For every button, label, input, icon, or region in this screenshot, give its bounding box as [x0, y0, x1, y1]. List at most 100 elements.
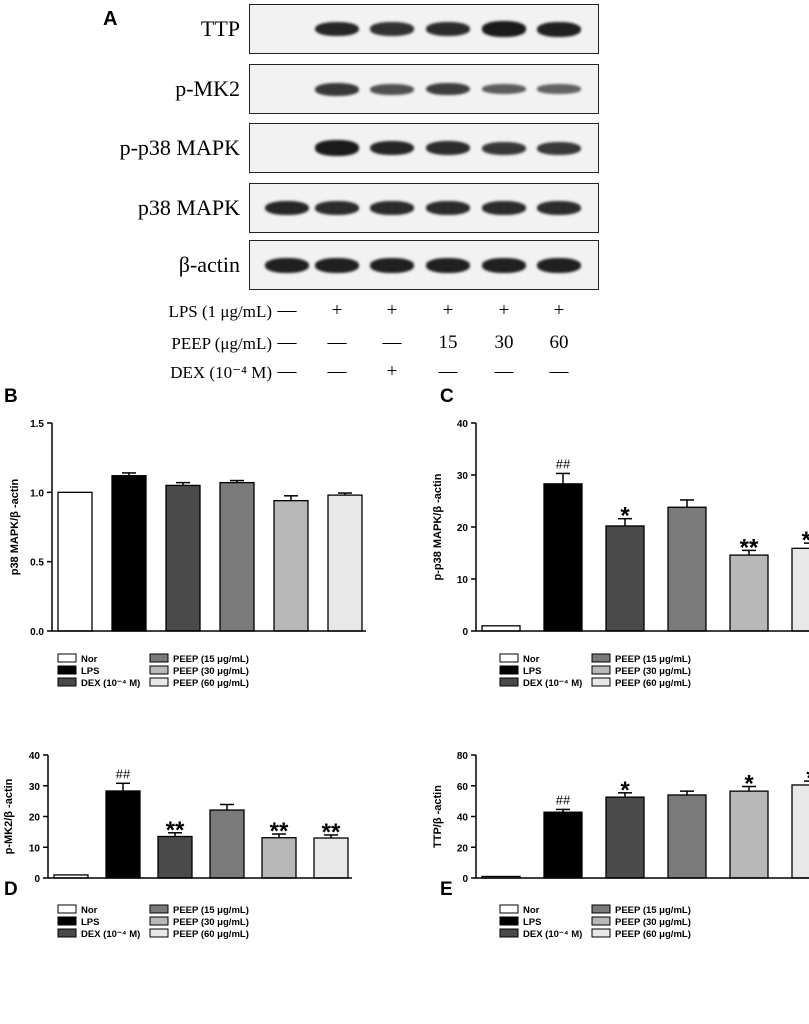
legend-swatch [591, 928, 611, 938]
blot-label: p38 MAPK [137, 195, 240, 220]
blot-band [537, 257, 581, 273]
legend-label: DEX (10⁻⁴ M) [81, 678, 140, 689]
legend-swatch [591, 677, 611, 687]
blot-band [482, 201, 526, 215]
legend-label: DEX (10⁻⁴ M) [81, 929, 140, 940]
y-axis-label: p38 MAPK/β -actin [9, 478, 21, 575]
y-axis-label: p-p38 MAPK/β -actin [432, 473, 444, 580]
y-tick-label: 80 [457, 751, 469, 762]
legend-label: PEEP (60 μg/mL) [173, 678, 249, 689]
bar [667, 794, 707, 879]
panel-a-letter: A [103, 8, 118, 30]
y-tick-label: 1.0 [30, 488, 44, 499]
legend-swatch [57, 916, 77, 926]
blot-band [426, 201, 470, 215]
treatment-value: — [494, 361, 514, 382]
panel-letter: D [4, 879, 18, 900]
bar [605, 525, 645, 632]
blot-band [315, 21, 359, 37]
significance-annotation: * [620, 777, 630, 804]
bar [729, 790, 769, 879]
blot-band [370, 140, 414, 156]
bar [57, 491, 93, 632]
y-tick-label: 0 [462, 874, 468, 885]
y-tick-label: 20 [457, 843, 469, 854]
panel-letter: C [440, 386, 454, 407]
legend-label: PEEP (60 μg/mL) [615, 678, 691, 689]
y-tick-label: 10 [457, 575, 469, 586]
bar [667, 506, 707, 632]
legend-swatch [591, 904, 611, 914]
legend-swatch [499, 665, 519, 675]
bar [791, 547, 809, 632]
bar [543, 811, 583, 879]
legend-label: PEEP (60 μg/mL) [173, 929, 249, 940]
y-tick-label: 0.5 [30, 558, 44, 569]
blot-band [482, 84, 526, 94]
significance-annotation: ## [116, 766, 131, 781]
legend-label: Nor [523, 905, 540, 916]
legend-label: PEEP (30 μg/mL) [173, 666, 249, 677]
significance-annotation: * [744, 771, 754, 798]
y-axis-label: p-MK2/β -actin [3, 778, 15, 854]
blot-band [482, 257, 526, 273]
legend-label: PEEP (15 μg/mL) [173, 654, 249, 665]
blot-band [370, 83, 414, 95]
legend-label: PEEP (15 μg/mL) [615, 654, 691, 665]
y-tick-label: 10 [29, 843, 41, 854]
legend-label: DEX (10⁻⁴ M) [523, 678, 582, 689]
y-tick-label: 40 [29, 751, 41, 762]
legend-swatch [591, 653, 611, 663]
legend-swatch [149, 665, 169, 675]
treatment-value: — [549, 361, 569, 382]
treatment-label: LPS (1 μg/mL) [168, 302, 272, 321]
blot-band [370, 257, 414, 273]
treatment-value: 30 [494, 332, 514, 353]
blot-band [537, 141, 581, 155]
bar [313, 837, 349, 879]
treatment-value: + [553, 300, 565, 321]
legend-label: PEEP (15 μg/mL) [173, 905, 249, 916]
panel-letter: B [4, 386, 18, 407]
significance-annotation: ## [556, 792, 571, 807]
blot-band [537, 84, 581, 94]
treatment-label: DEX (10⁻⁴ M) [170, 363, 272, 382]
legend-swatch [499, 677, 519, 687]
bar [729, 554, 769, 632]
legend-swatch [499, 928, 519, 938]
legend-label: Nor [81, 654, 98, 665]
significance-annotation: * [620, 503, 630, 530]
significance-annotation: ** [740, 534, 759, 561]
y-tick-label: 0 [462, 627, 468, 638]
significance-annotation: ** [322, 819, 341, 846]
blot-band [370, 201, 414, 215]
legend-swatch [149, 653, 169, 663]
y-tick-label: 1.5 [30, 419, 44, 430]
blot-label: TTP [200, 16, 240, 41]
legend-swatch [57, 665, 77, 675]
legend-label: LPS [523, 917, 541, 928]
treatment-value: 60 [549, 332, 569, 353]
legend-swatch [57, 677, 77, 687]
significance-annotation: ## [556, 456, 571, 471]
blot-band [482, 21, 526, 37]
blot-band [482, 141, 526, 155]
treatment-value: — [382, 332, 402, 353]
blot-band [426, 82, 470, 96]
treatment-value: + [331, 300, 343, 321]
bar [543, 483, 583, 632]
bar [273, 500, 309, 632]
y-tick-label: 30 [29, 782, 41, 793]
y-tick-label: 40 [457, 419, 469, 430]
legend-label: LPS [523, 666, 541, 677]
bar [481, 625, 521, 632]
y-tick-label: 60 [457, 782, 469, 793]
treatment-value: + [386, 361, 398, 382]
treatment-value: + [386, 300, 398, 321]
blot-band [426, 22, 470, 36]
y-tick-label: 20 [29, 813, 41, 824]
treatment-value: + [442, 300, 454, 321]
bar [165, 484, 201, 632]
legend-swatch [499, 653, 519, 663]
